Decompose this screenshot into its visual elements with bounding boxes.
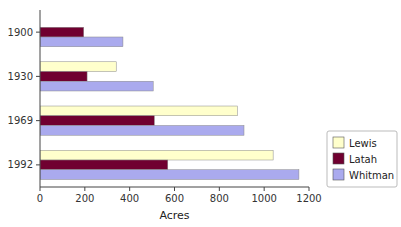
y-tick — [36, 32, 40, 33]
legend-swatch — [333, 137, 344, 148]
legend-label: Lewis — [349, 138, 377, 149]
bar — [40, 150, 273, 160]
x-tick — [309, 187, 310, 191]
x-tick-label: 400 — [120, 193, 139, 204]
x-tick — [40, 187, 41, 191]
y-tick — [36, 164, 40, 165]
y-tick-label: 1969 — [8, 115, 33, 126]
x-tick-label: 800 — [210, 193, 229, 204]
y-tick-label: 1900 — [8, 27, 33, 38]
x-tick — [84, 187, 85, 191]
y-tick-label: 1992 — [8, 159, 33, 170]
x-tick — [174, 187, 175, 191]
x-tick-label: 1200 — [296, 193, 321, 204]
x-tick-label: 1000 — [251, 193, 276, 204]
bar — [40, 106, 237, 116]
bar — [40, 27, 84, 37]
legend-frame — [327, 131, 397, 187]
bar — [40, 81, 153, 91]
bar — [40, 160, 168, 170]
bar — [40, 125, 244, 135]
chart-container: 0 200 400 600 800 1000 1200 1900 1930 1969 1992 Acr… — [0, 0, 401, 227]
legend: Lewis Latah Whitman — [327, 131, 397, 187]
bars — [40, 27, 299, 179]
x-tick — [219, 187, 220, 191]
y-tick-label: 1930 — [8, 71, 33, 82]
y-tick — [36, 120, 40, 121]
x-tick-label: 200 — [75, 193, 94, 204]
legend-swatch — [333, 169, 344, 180]
x-tick-label: 0 — [37, 193, 43, 204]
y-axis-line — [40, 10, 41, 187]
bar — [40, 116, 154, 126]
chart: 0 200 400 600 800 1000 1200 1900 1930 1969 1992 Acr… — [0, 0, 401, 227]
y-tick — [36, 76, 40, 77]
bar — [40, 72, 87, 82]
bar — [40, 62, 116, 72]
x-tick-label: 600 — [165, 193, 184, 204]
legend-label: Whitman — [349, 170, 394, 181]
bar — [40, 170, 299, 180]
x-tick — [264, 187, 265, 191]
x-axis-line — [40, 187, 309, 188]
x-axis-label: Acres — [159, 209, 189, 222]
x-tick — [129, 187, 130, 191]
legend-label: Latah — [349, 154, 377, 165]
bar — [40, 37, 123, 47]
legend-swatch — [333, 153, 344, 164]
